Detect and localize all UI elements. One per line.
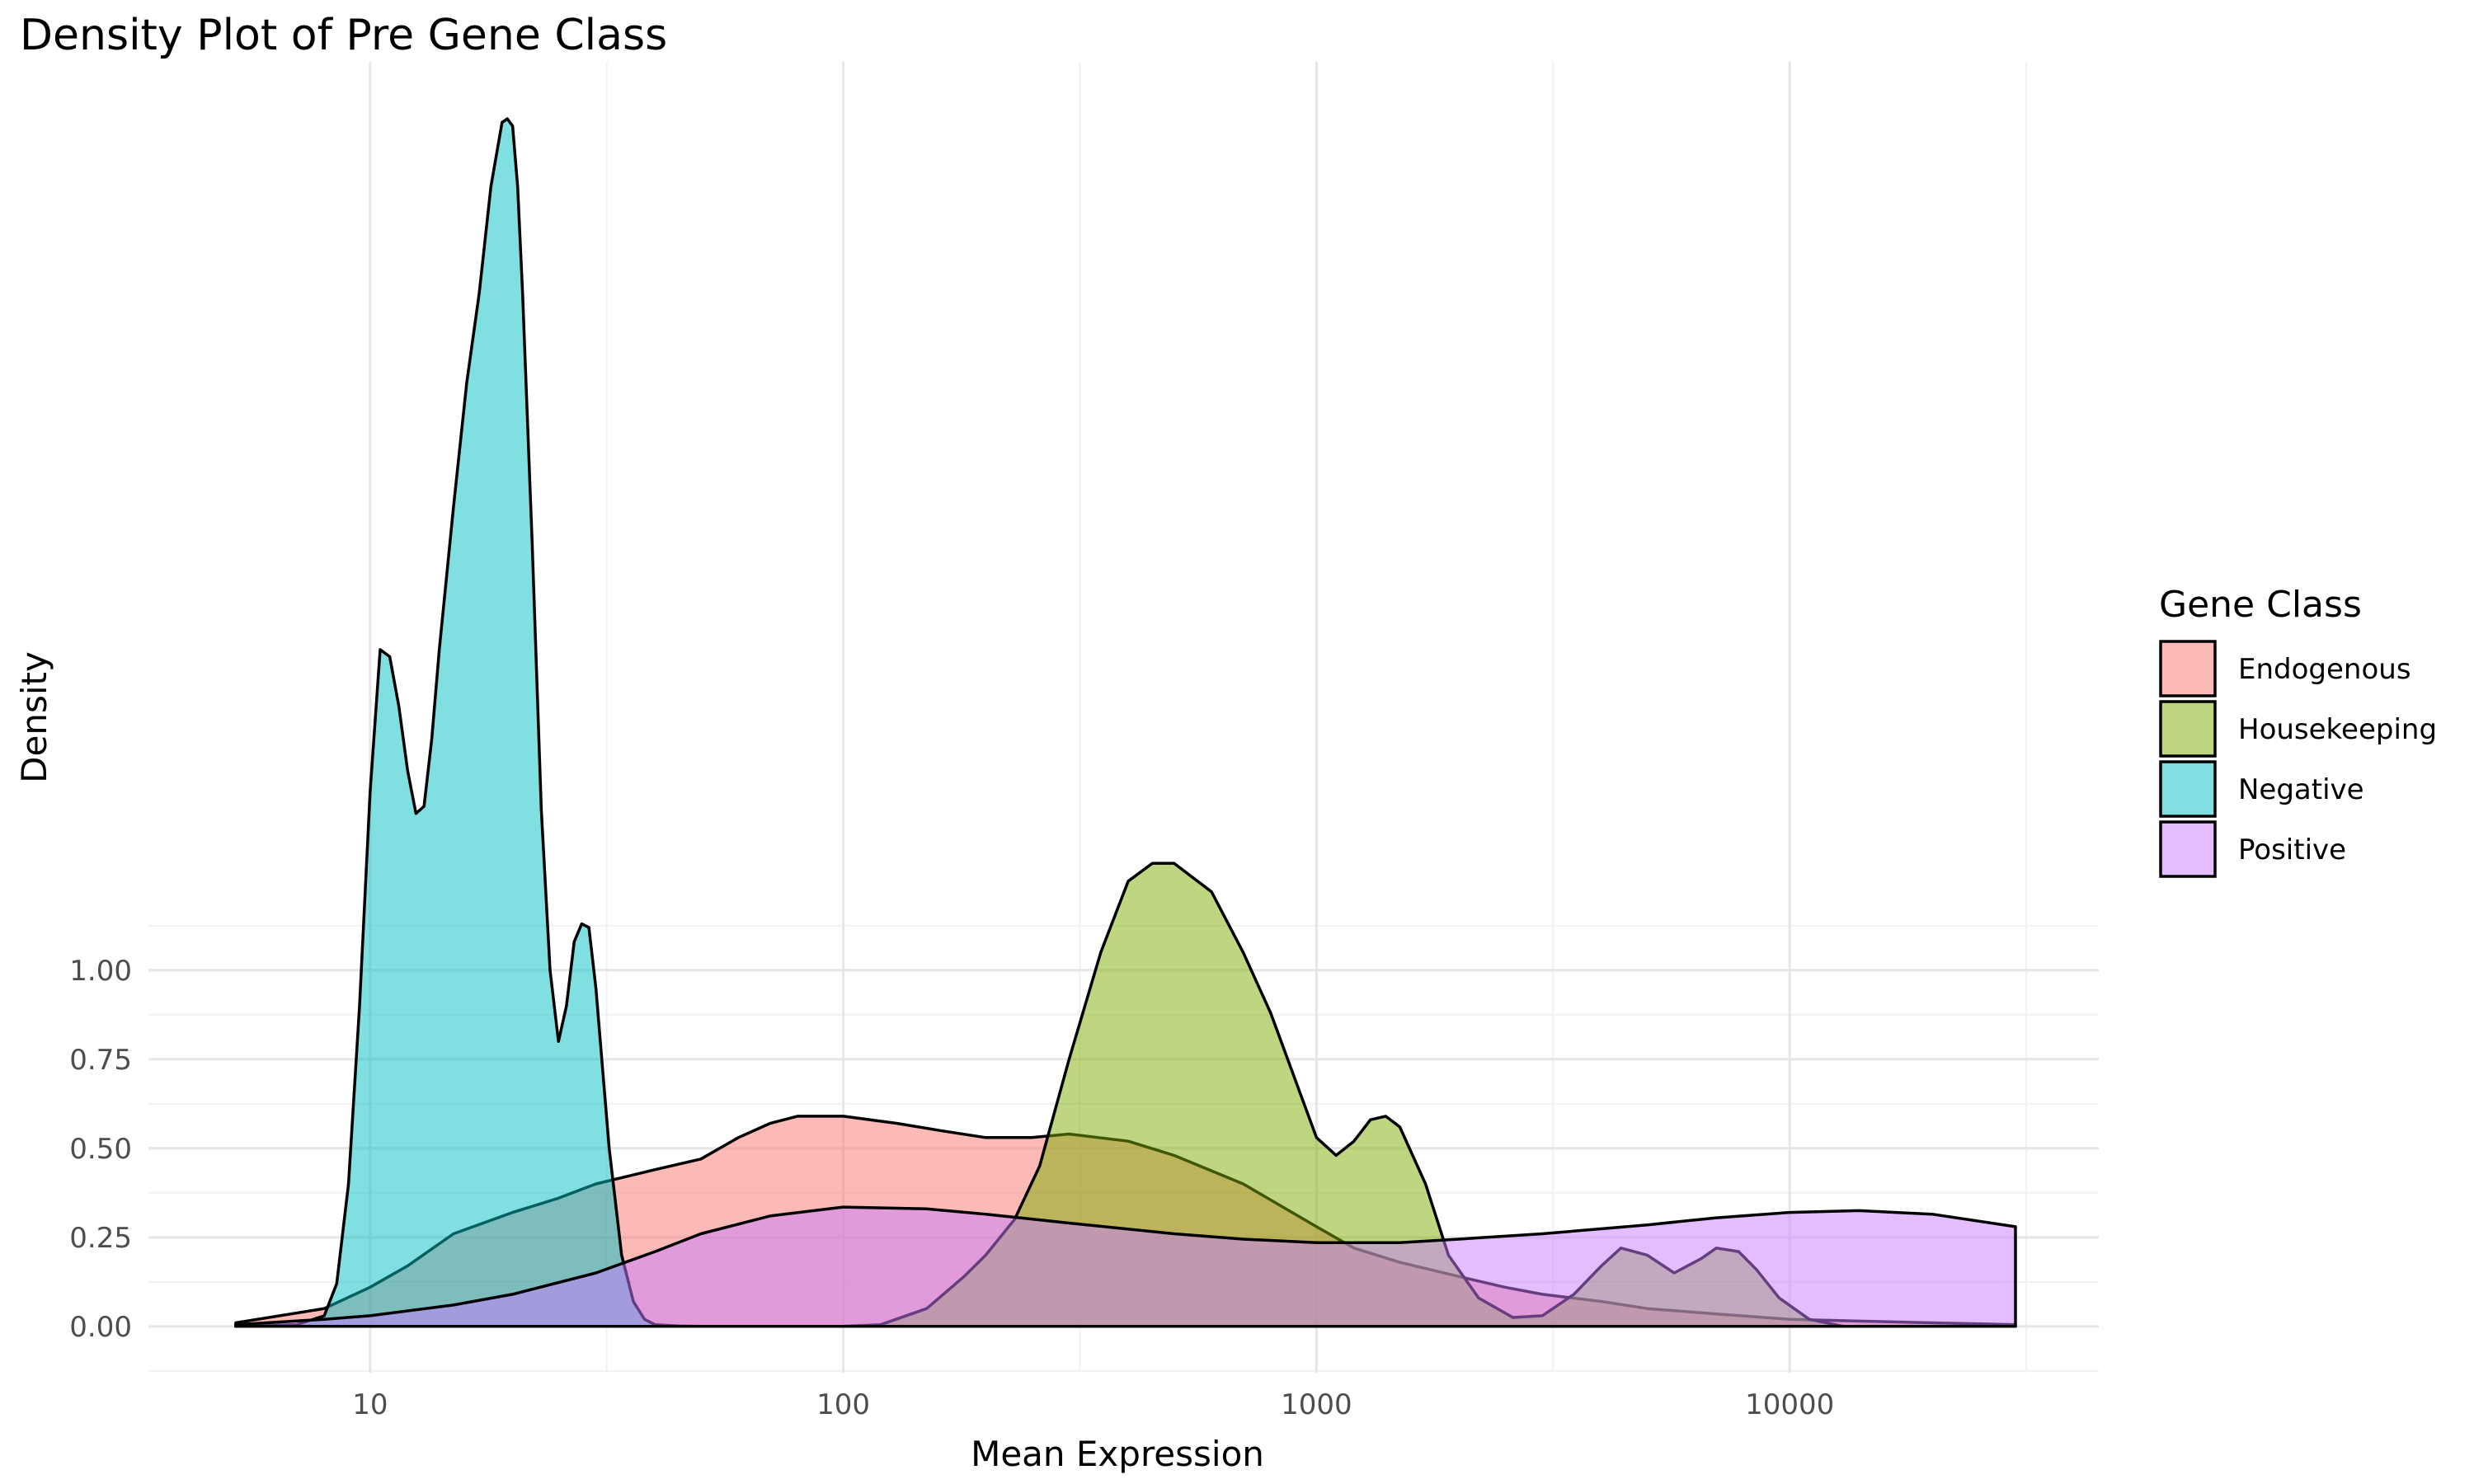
legend-item-housekeeping: Housekeeping: [2159, 700, 2437, 758]
x-tick-label: 1000: [1281, 1388, 1352, 1421]
legend-items: Endogenous Housekeeping Negative Positive: [2159, 640, 2437, 878]
legend-item-negative: Negative: [2159, 760, 2364, 818]
x-tick-label: 10: [352, 1388, 388, 1421]
y-tick-label: 1.00: [69, 955, 132, 988]
axis-ticks: 10 100 1000 10000 0.00 0.25 0.50 0.75 1.00: [69, 955, 1834, 1421]
legend-key: [2159, 820, 2217, 878]
density-areas: [234, 117, 2017, 1328]
legend-label: Negative: [2238, 773, 2364, 806]
legend-label: Endogenous: [2238, 653, 2411, 686]
legend-key: [2159, 640, 2217, 697]
x-tick-label: 100: [816, 1388, 870, 1421]
x-axis-title: Mean Expression: [971, 1434, 1264, 1474]
x-tick-label: 10000: [1745, 1388, 1834, 1421]
legend-key: [2159, 760, 2217, 818]
chart-title: Density Plot of Pre Gene Class: [20, 11, 667, 60]
legend-title: Gene Class: [2159, 584, 2362, 626]
y-tick-label: 0.75: [69, 1044, 132, 1077]
y-tick-label: 0.00: [69, 1311, 132, 1344]
y-tick-label: 0.25: [69, 1222, 132, 1255]
legend-key: [2159, 700, 2217, 758]
legend-label: Positive: [2238, 834, 2346, 866]
legend-item-endogenous: Endogenous: [2159, 640, 2411, 697]
y-tick-label: 0.50: [69, 1133, 132, 1166]
density-area-negative: [234, 117, 703, 1328]
density-area-positive: [234, 1205, 2017, 1328]
legend-item-positive: Positive: [2159, 820, 2346, 878]
y-axis-title: Density: [14, 651, 54, 783]
legend-label: Housekeeping: [2238, 713, 2437, 746]
legend: Gene Class Endogenous Housekeeping Negativ…: [2159, 584, 2437, 878]
